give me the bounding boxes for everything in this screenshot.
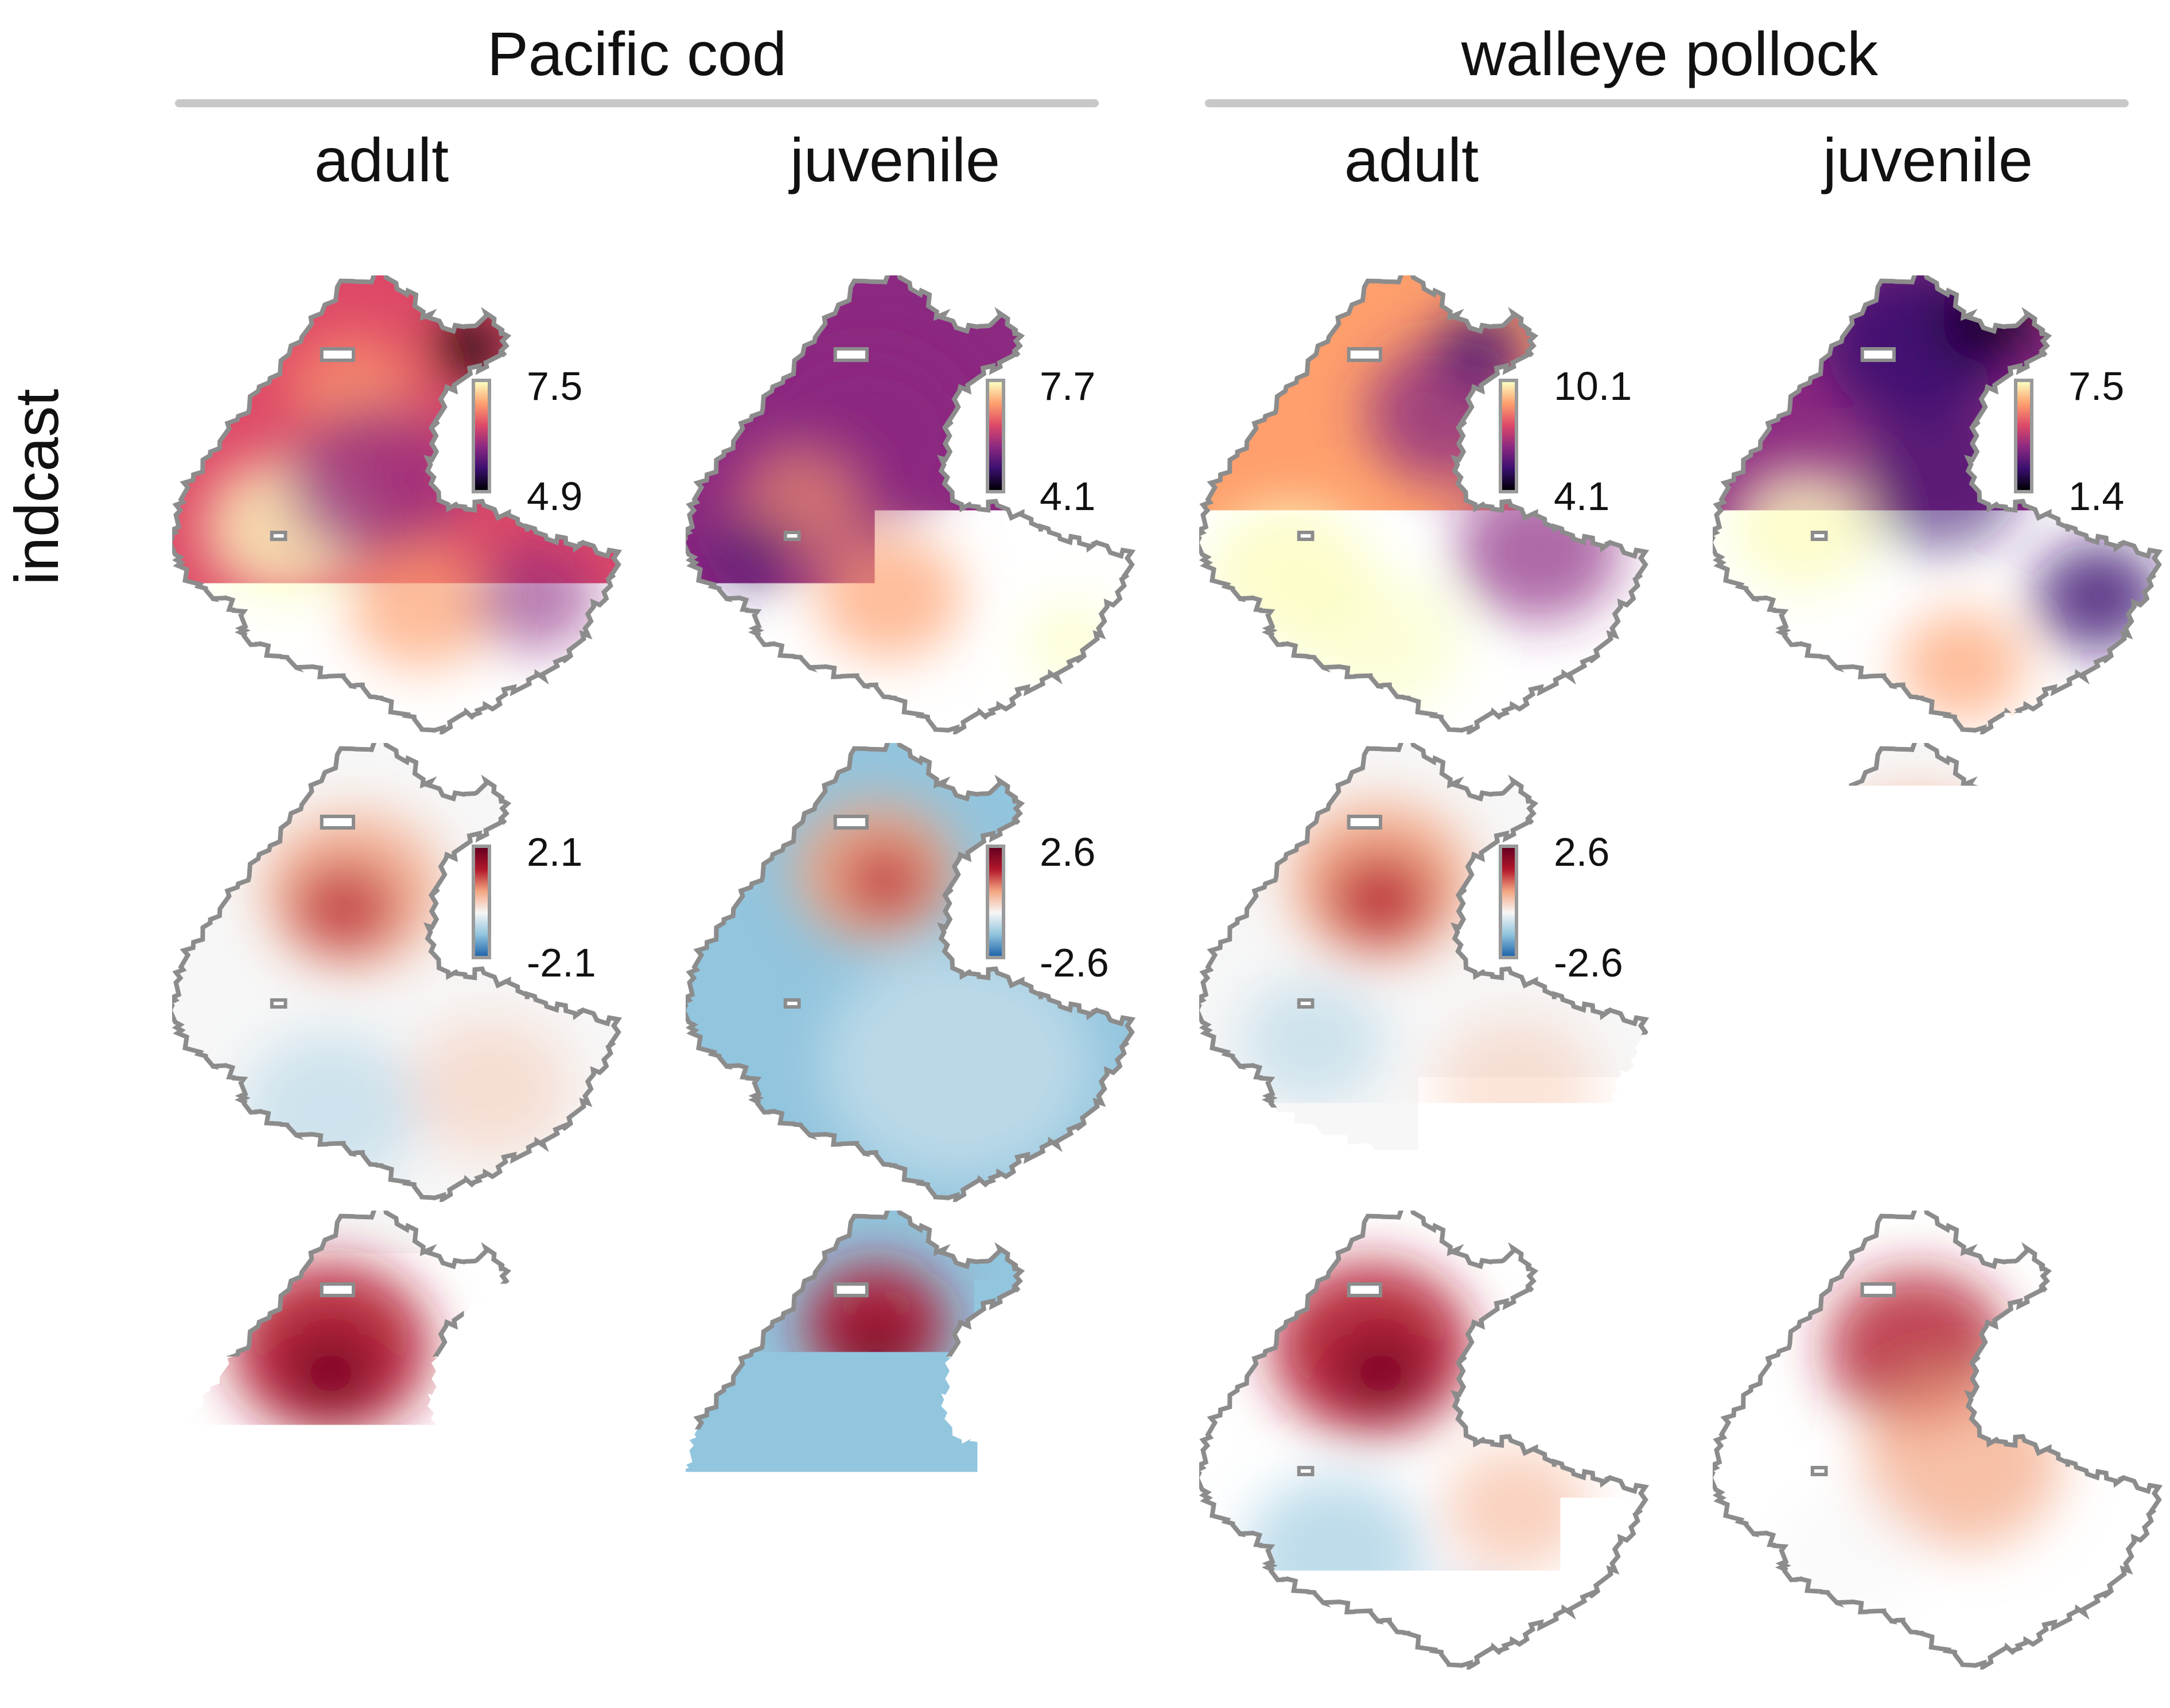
colorbar-max-label: 7.5 [527,366,582,406]
colorbar-max-label: 10.1 [1554,366,1632,406]
species-title-pacific-cod: Pacific cod [149,23,1125,85]
island-mark [1349,816,1380,828]
colorbar-ssp126-pollock-adult [1499,845,1518,959]
map-value-region [1899,611,2025,720]
map-value-region [1776,1492,1922,1617]
island-mark [322,1284,353,1295]
species-rule-pacific-cod [175,99,1099,107]
map-value-region [1299,573,1462,713]
island-mark [322,349,353,360]
map-value-region [1426,1594,1516,1670]
colorbar-max-label: 7.5 [2068,366,2124,406]
stage-title-pollock-juvenile: juvenile [1727,129,2129,191]
map-value-region [1731,465,1876,590]
map-value-region [731,1434,958,1629]
colorbar-hindcast-cod-adult [472,379,491,493]
map-value-region [1326,852,1435,946]
island-mark [785,1000,799,1007]
island-mark [1349,1284,1380,1295]
map-value-region [471,542,598,651]
island-mark [785,532,799,539]
map-value-region [408,1017,571,1158]
island-mark [835,1284,867,1295]
map-value-region [240,1032,422,1188]
island-mark [1349,349,1380,360]
map-panel-2-2 [1199,1211,1652,1670]
colorbar-ssp126-pollock-juvenile [2014,845,2033,959]
map-value-region [380,1523,507,1632]
colorbar-hindcast-cod-juvenile [986,379,1005,493]
map-value-region [290,861,399,955]
island-mark [272,1000,286,1007]
species-title-walleye-pollock: walleye pollock [1182,23,2157,85]
map-value-region [1240,979,1385,1104]
colorbar-min-label: -2.6 [1040,943,1109,983]
map-value-region [1335,1332,1426,1410]
map-value-region [2035,542,2161,651]
stage-title-cod-juvenile: juvenile [694,129,1096,191]
map-value-region [1444,1446,1589,1571]
island-mark [835,816,867,828]
colorbar-min-label: 4.9 [527,476,582,516]
colorbar-min-label: -2.1 [527,943,596,983]
map-value-region [709,512,799,590]
map-value-region [1858,412,2021,553]
island-mark [1299,1000,1313,1007]
colorbar-min-label: 4.1 [1040,476,1095,516]
colorbar-max-label: 2.6 [1040,832,1095,872]
island-mark [1813,532,1826,539]
island-mark [1862,1284,1894,1295]
stage-title-pollock-adult: adult [1211,129,1612,191]
island-mark [835,349,867,360]
island-mark [1862,816,1894,828]
island-mark [272,1468,286,1474]
colorbar-min-label: 1.4 [2068,476,2124,516]
species-rule-walleye-pollock [1205,99,2129,107]
island-mark [272,532,286,539]
colorbar-max-label: 7.7 [1040,366,1095,406]
colorbar-ssp126-cod-juvenile [986,845,1005,959]
island-mark [785,1468,799,1474]
island-mark [1813,1000,1826,1007]
map-value-region [840,1317,912,1380]
island-mark [1299,532,1313,539]
colorbar-hindcast-pollock-adult [1499,379,1518,493]
island-mark [322,816,353,828]
row-label-hindcast: hindcast [6,389,68,620]
map-value-region [1435,1017,1598,1158]
map-value-region [817,534,962,659]
map-value-region [931,1469,1076,1594]
stage-title-cod-adult: adult [181,129,582,191]
colorbar-ssp126-cod-adult [472,845,491,959]
island-mark [1299,1468,1313,1474]
row-label-ssp585: SSP5-8.5 [6,1301,68,1566]
island-mark [1813,1468,1826,1474]
colorbar-max-label: 2.6 [1554,832,1609,872]
row-label-ssp126: SSP1-2.6 [6,839,68,1104]
colorbar-min-label: -2.6 [1554,943,1623,983]
map-value-region [1776,910,1922,1035]
colorbar-hindcast-pollock-juvenile [2014,379,2033,493]
map-value-region [286,404,467,560]
colorbar-min-label: -3.5 [2068,943,2138,983]
map-value-region [840,842,931,920]
colorbar-min-label: 4.1 [1554,476,1609,516]
map-panel-2-1 [686,1211,1139,1670]
island-mark [1862,349,1894,360]
map-value-region [286,1332,376,1410]
colorbar-max-label: 2.1 [527,832,582,872]
map-panel-2-0 [172,1211,625,1670]
map-panel-2-3 [1713,1211,2166,1670]
colorbar-max-label: 3.5 [2068,832,2124,872]
map-value-region [1435,310,1526,388]
